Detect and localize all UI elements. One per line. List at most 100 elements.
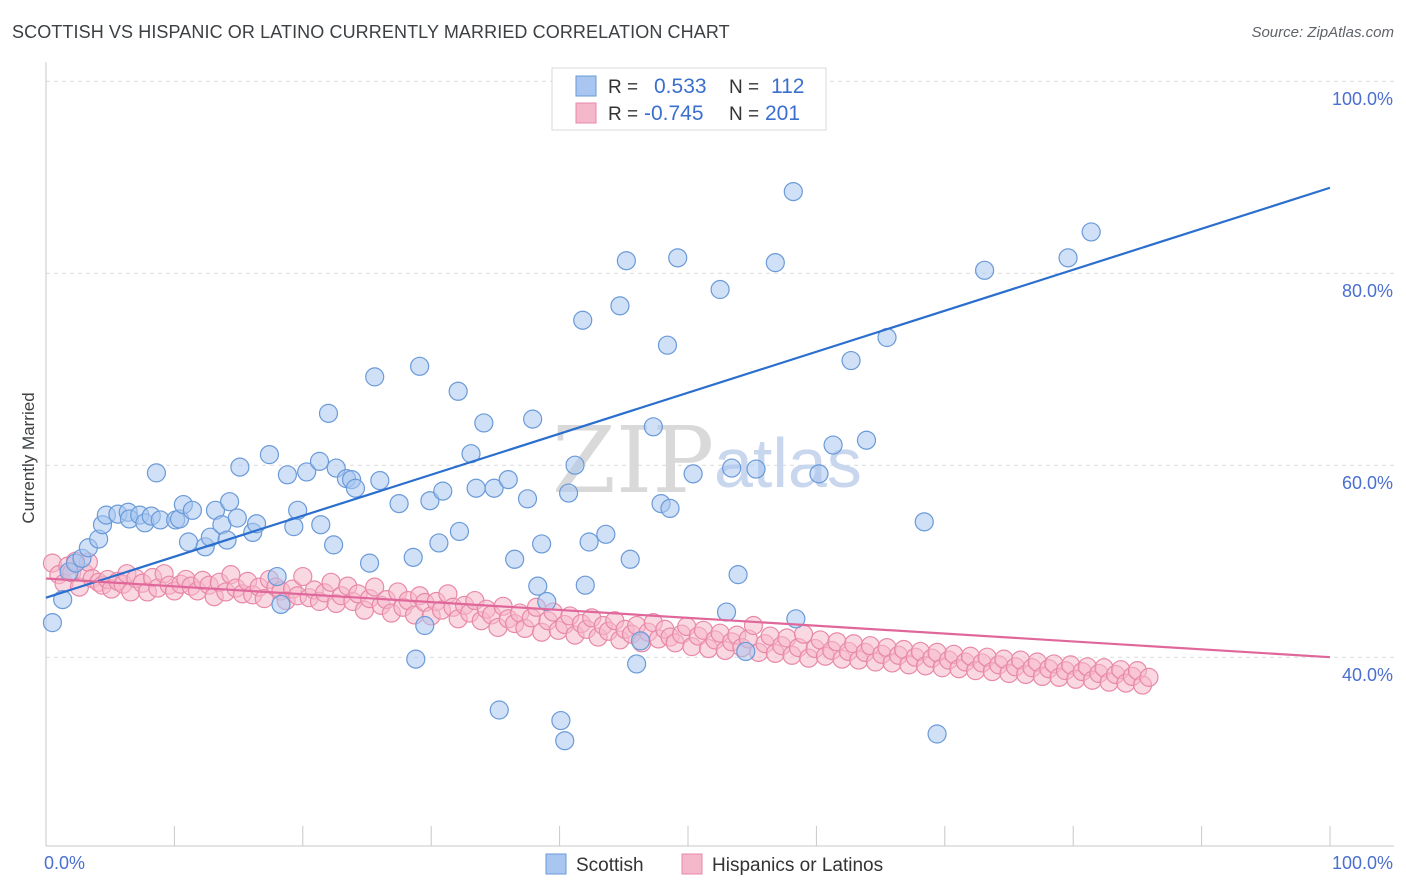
scottish-point <box>1081 222 1101 242</box>
scottish-point <box>579 532 599 552</box>
scottish-point <box>389 494 409 514</box>
scottish-points <box>42 182 1101 751</box>
scottish-point <box>406 649 426 669</box>
scottish-r-value: 0.533 <box>654 75 707 98</box>
scottish-point <box>616 251 636 271</box>
scottish-point <box>359 553 380 573</box>
hispanic-trend-line <box>45 577 1331 659</box>
scottish-point <box>728 565 748 585</box>
legend-label-scottish: Scottish <box>576 855 644 876</box>
scottish-point <box>220 492 240 512</box>
scottish-point <box>620 549 640 569</box>
scottish-point <box>466 478 486 498</box>
scottish-point <box>532 534 552 554</box>
scottish-point <box>914 512 934 532</box>
scottish-point <box>630 631 651 651</box>
hispanic-r-value: -0.745 <box>644 102 704 125</box>
scottish-point <box>182 500 202 520</box>
trend-lines <box>45 186 1331 659</box>
hispanic-r-label: R = <box>608 104 638 125</box>
scottish-point <box>410 356 430 376</box>
scottish-point <box>227 508 247 528</box>
scottish-point <box>267 566 287 587</box>
scottish-point <box>449 521 470 542</box>
scottish-r-label: R = <box>608 77 638 98</box>
stats-legend: R = 0.533 N = 112 R = -0.745 N = 201 <box>551 67 827 131</box>
scottish-point <box>53 589 73 610</box>
scottish-point <box>573 310 593 330</box>
scottish-point <box>683 464 703 484</box>
scottish-point <box>433 481 453 501</box>
grid-lines <box>46 80 1394 658</box>
scottish-point <box>517 489 538 509</box>
scottish-point <box>230 457 250 477</box>
scottish-point <box>746 459 766 479</box>
scottish-point <box>324 535 344 555</box>
scottish-point <box>823 435 843 455</box>
y-tick-label-40: 40.0% <box>1342 665 1393 685</box>
scottish-point <box>657 335 678 355</box>
scottish-point <box>429 533 449 553</box>
legend-label-hispanic: Hispanics or Latinos <box>712 855 883 876</box>
scottish-point <box>297 462 317 482</box>
scottish-point <box>505 549 525 569</box>
hispanic-swatch-stats <box>575 102 597 124</box>
scottish-point <box>1058 248 1078 268</box>
scottish-point <box>403 547 423 567</box>
scottish-point <box>551 710 571 731</box>
chart-title: SCOTTISH VS HISPANIC OR LATINO CURRENTLY… <box>12 22 730 42</box>
scottish-point <box>610 296 630 316</box>
scottish-point <box>710 279 730 300</box>
scottish-swatch-stats <box>575 75 597 97</box>
scottish-point <box>627 654 647 674</box>
scottish-point <box>809 464 829 484</box>
y-tick-label-80: 80.0% <box>1342 281 1393 301</box>
x-tick-label-max: 100.0% <box>1332 853 1393 873</box>
scottish-point <box>277 465 297 485</box>
scottish-point <box>448 381 468 401</box>
scottish-point <box>596 524 616 544</box>
scottish-point <box>271 594 291 615</box>
x-tick-label-min: 0.0% <box>44 853 85 873</box>
scottish-n-label: N = <box>729 77 759 98</box>
scottish-point <box>716 602 737 622</box>
scottish-point <box>42 613 63 633</box>
hispanic-point <box>293 566 313 587</box>
scottish-point <box>318 403 339 423</box>
hispanic-point <box>254 589 274 609</box>
y-tick-label-100: 100.0% <box>1332 89 1393 109</box>
legend-swatch-hispanic <box>681 853 703 875</box>
scottish-point <box>415 615 435 636</box>
scottish-point <box>523 409 543 429</box>
scottish-point <box>975 260 995 280</box>
scottish-point <box>722 458 742 478</box>
scottish-point <box>370 470 390 491</box>
hispanic-n-value: 201 <box>765 102 800 125</box>
hispanic-n-label: N = <box>729 104 759 125</box>
scottish-point <box>178 532 199 552</box>
scottish-point <box>146 463 167 483</box>
chart-source: Source: ZipAtlas.com <box>1251 24 1394 41</box>
scottish-point <box>489 700 509 720</box>
series-legend: Scottish Hispanics or Latinos <box>545 853 883 876</box>
y-tick-labels: 40.0% 60.0% 80.0% 100.0% <box>1332 89 1393 685</box>
scottish-point <box>783 182 803 202</box>
scottish-point <box>565 455 585 475</box>
scottish-point <box>660 498 680 518</box>
y-tick-label-60: 60.0% <box>1342 473 1393 493</box>
scottish-point <box>311 515 331 535</box>
legend-swatch-scottish <box>545 853 567 875</box>
scottish-point <box>856 430 877 450</box>
y-axis-label: Currently Married <box>19 392 38 523</box>
scottish-point <box>841 350 861 371</box>
scottish-point <box>537 591 557 612</box>
scottish-n-value: 112 <box>771 75 804 98</box>
scottish-point <box>558 483 579 503</box>
scottish-point <box>365 367 385 387</box>
scottish-point <box>668 248 688 268</box>
scottish-trend-line <box>45 186 1331 599</box>
scottish-point <box>927 724 947 744</box>
scottish-point <box>528 576 548 596</box>
axes <box>45 62 1394 847</box>
scottish-point <box>420 491 440 511</box>
